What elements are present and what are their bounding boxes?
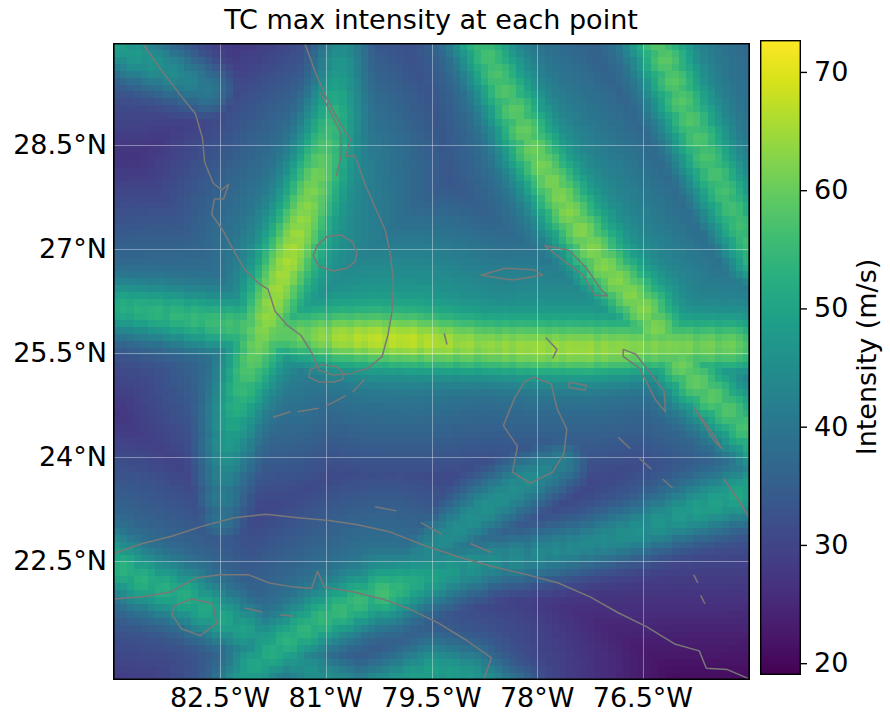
figure: TC max intensity at each point 28.5°N 27°… (0, 0, 890, 722)
colorbar-tick-label: 40 (814, 413, 848, 441)
y-tick-label: 28.5°N (13, 131, 107, 159)
colorbar-label: Intensity (m/s) (851, 259, 882, 456)
x-tick-label: 76.5°W (593, 684, 693, 712)
colorbar-tick-label: 20 (814, 649, 848, 677)
colorbar-tick-label: 30 (814, 531, 848, 559)
colorbar-canvas (760, 40, 808, 675)
chart-title: TC max intensity at each point (224, 4, 638, 35)
y-tick-label: 25.5°N (13, 339, 107, 367)
x-tick-label: 82.5°W (170, 684, 270, 712)
x-tick-label: 78°W (500, 684, 575, 712)
y-tick-label: 27°N (39, 235, 107, 263)
colorbar-tick-label: 60 (814, 176, 848, 204)
map-canvas (113, 43, 750, 680)
colorbar-tick-label: 70 (814, 58, 848, 86)
colorbar-tick-label: 50 (814, 294, 848, 322)
x-tick-label: 81°W (289, 684, 364, 712)
x-tick-label: 79.5°W (381, 684, 481, 712)
y-tick-label: 22.5°N (13, 547, 107, 575)
y-tick-label: 24°N (39, 443, 107, 471)
